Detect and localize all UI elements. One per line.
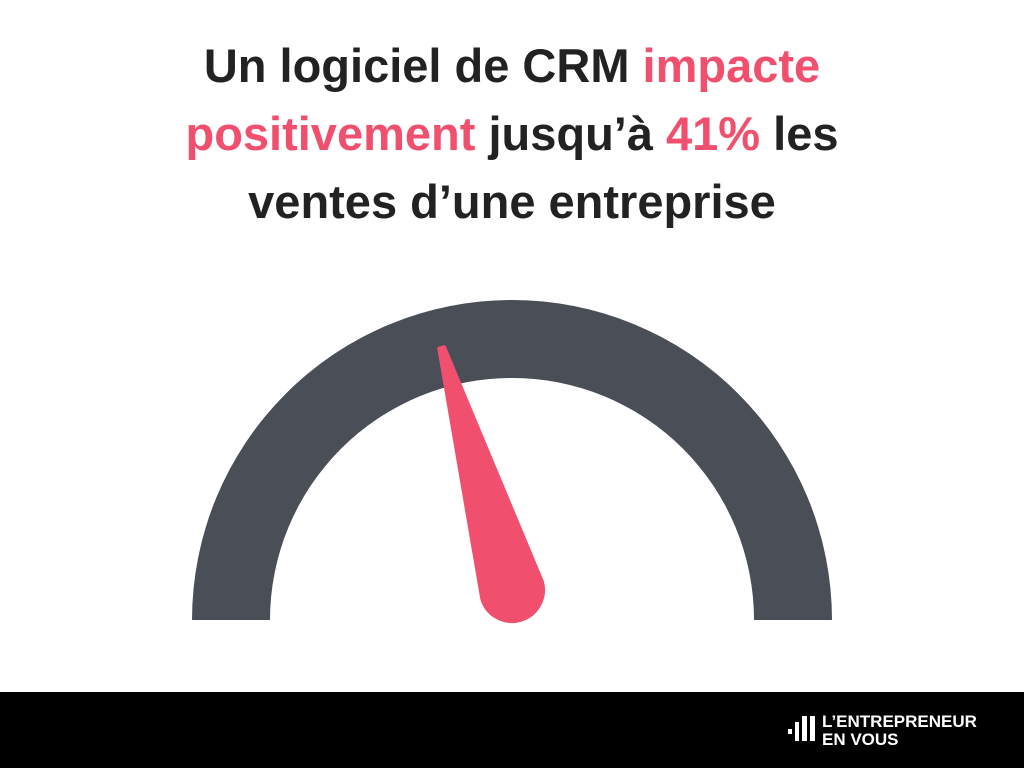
- gauge-needle: [437, 345, 546, 624]
- gauge-track: [192, 300, 832, 620]
- title-line: positivement jusqu’à 41% les: [185, 107, 838, 160]
- footer-bar: [0, 692, 1024, 768]
- title-segment: les: [760, 107, 838, 160]
- title-segment: positivement: [185, 107, 475, 160]
- title-segment: 41%: [666, 107, 760, 160]
- logo-text: L’ENTREPRENEUR: [822, 712, 977, 731]
- logo-icon: [788, 716, 815, 741]
- title-line: Un logiciel de CRM impacte: [204, 39, 820, 92]
- title-segment: Un logiciel de CRM: [204, 39, 643, 92]
- title-segment: jusqu’à: [475, 107, 666, 160]
- title-line: ventes d’une entreprise: [248, 175, 776, 228]
- logo-text: EN VOUS: [822, 730, 899, 749]
- title-segment: impacte: [643, 39, 821, 92]
- title-segment: ventes d’une entreprise: [248, 175, 776, 228]
